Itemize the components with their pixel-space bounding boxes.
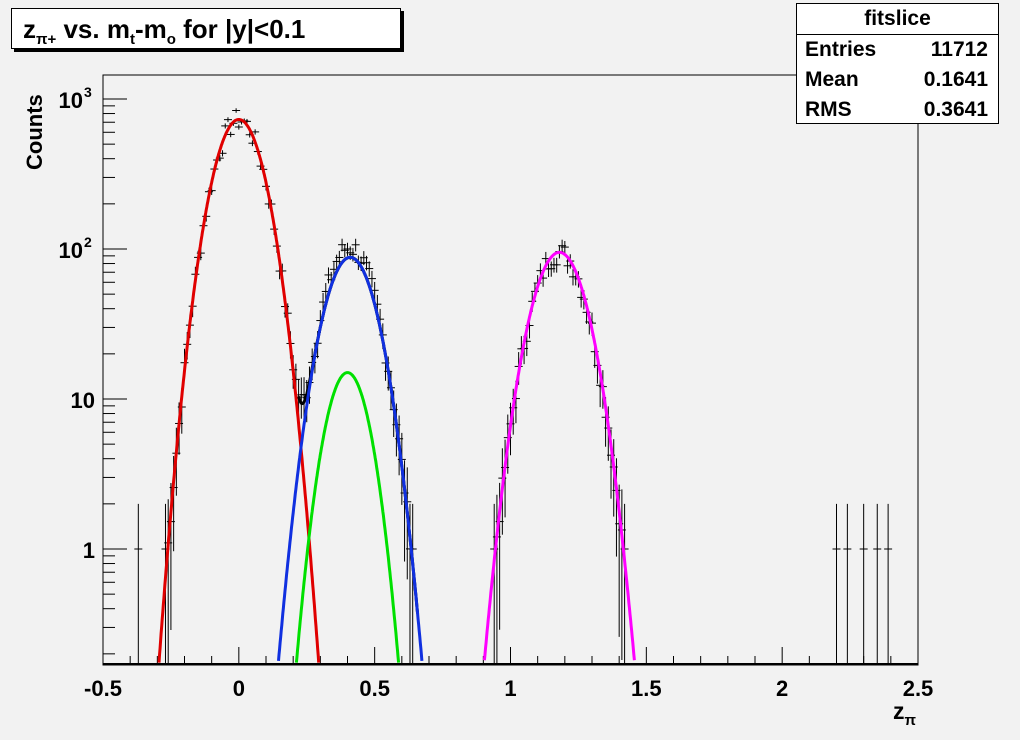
x-tick-label: 2	[776, 676, 788, 701]
title-mid-sub: t	[129, 31, 135, 48]
plot-frame	[102, 74, 919, 666]
y-tick-label: 10	[59, 238, 83, 263]
y-tick-label: 1	[83, 538, 95, 563]
y-axis-label: Counts	[22, 94, 47, 170]
title-prefix-sub: π+	[36, 31, 57, 48]
gaussian-fit-curve	[482, 250, 636, 661]
gaussian-fit-curve	[157, 118, 321, 663]
gaussian-fit-curve	[277, 255, 424, 662]
y-tick-exponent: 3	[84, 84, 92, 100]
stats-label: Entries	[805, 38, 877, 61]
stats-title: fitslice	[797, 4, 998, 35]
y-tick-label: 10	[71, 388, 95, 413]
stats-value: 11712	[930, 38, 988, 61]
stats-value: 0.3641	[923, 98, 988, 121]
title-dash-sub: o	[166, 31, 176, 48]
y-tick-exponent: 2	[84, 234, 92, 250]
data-points	[134, 108, 893, 665]
stats-label: Mean	[805, 68, 859, 91]
x-axis-label-sub: π	[904, 712, 916, 729]
title-mid: vs. m	[56, 14, 130, 44]
fit-curves	[157, 118, 636, 663]
x-tick-label: 1	[504, 676, 516, 701]
stats-row-entries: Entries 11712	[797, 35, 998, 65]
stats-label: RMS	[805, 98, 852, 121]
chart-title: zπ+ vs. mt-mo for |y|<0.1	[11, 8, 401, 49]
x-tick-label: 1.5	[631, 676, 662, 701]
title-dash: -m	[134, 14, 167, 44]
x-tick-label: 2.5	[903, 676, 934, 701]
title-suffix: for |y|<0.1	[175, 14, 306, 44]
x-tick-label: -0.5	[84, 676, 122, 701]
total-fit-curve	[297, 255, 420, 614]
stats-row-mean: Mean 0.1641	[797, 65, 998, 95]
stats-box: fitslice Entries 11712 Mean 0.1641 RMS 0.36…	[796, 3, 999, 124]
gaussian-fit-curve	[294, 371, 401, 663]
stats-value: 0.1641	[923, 68, 988, 91]
x-axis-label: zπ	[893, 698, 916, 729]
x-tick-label: 0	[233, 676, 245, 701]
x-tick-label: 0.5	[359, 676, 390, 701]
title-prefix: z	[23, 14, 36, 44]
y-tick-label: 10	[59, 88, 83, 113]
stats-row-rms: RMS 0.3641	[797, 95, 998, 125]
x-axis: -0.5 0 0.5 1 1.5 2 2.5	[84, 647, 933, 701]
x-axis-label-main: z	[893, 698, 905, 724]
